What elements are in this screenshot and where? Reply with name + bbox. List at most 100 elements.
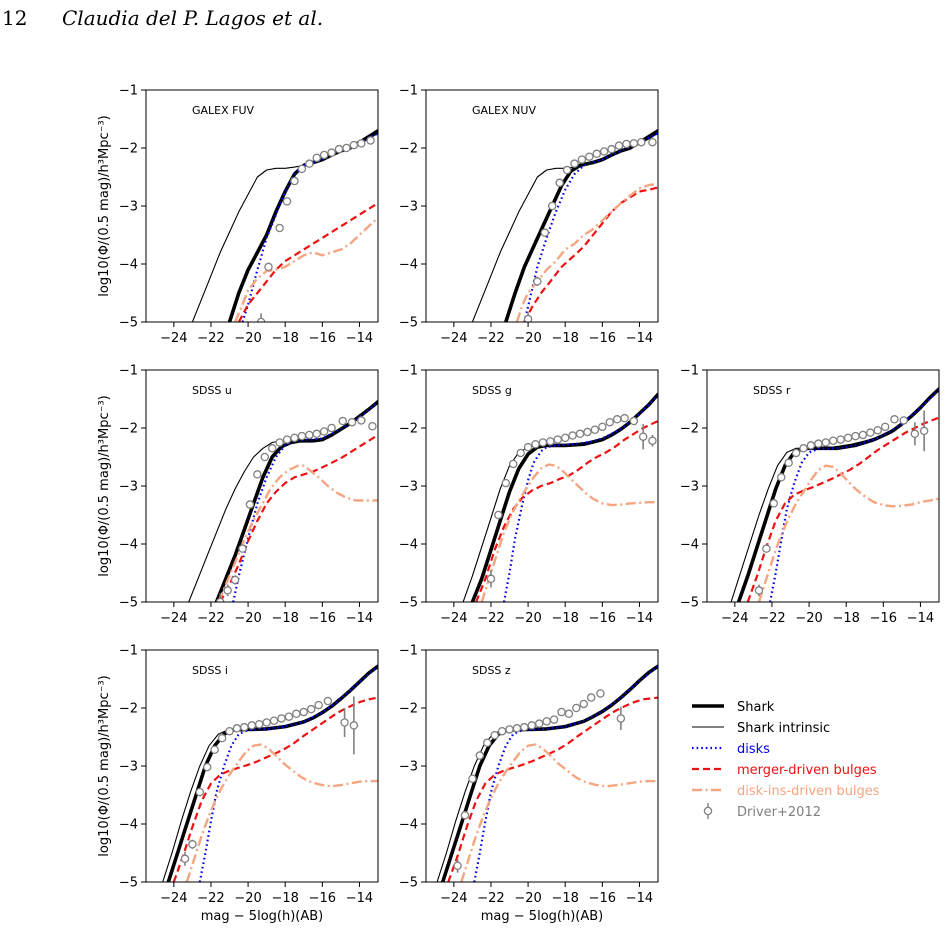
x-tick-label: −18 [551,611,578,626]
data-marker [890,415,899,424]
panel-sdss-i: SDSS i −24 −22 −20 −18 −16 −14 −5 −4 −3 −2 −1 log10(… [97,644,379,924]
data-marker [648,436,657,446]
data-point [516,448,525,458]
data-point [616,706,626,731]
y-tick-label: −5 [119,596,138,611]
data-marker [327,148,336,157]
series-line-merger [523,186,658,322]
series-line-shark [440,664,658,882]
data-marker [592,149,602,159]
data-point [327,148,336,157]
x-tick-label: −14 [346,331,373,346]
data-marker [297,431,307,441]
y-tick-label: −1 [399,84,418,99]
x-tick-label: −24 [440,331,467,346]
panel-title: GALEX FUV [192,104,255,117]
axes-frame [145,89,379,323]
data-marker [629,416,639,426]
data-point [629,139,639,148]
data-point [342,143,351,153]
data-marker [538,438,548,447]
data-point [284,712,294,721]
data-marker [586,693,596,702]
y-tick-label: −4 [680,538,699,553]
series-line-intrinsic [191,128,378,322]
data-point [482,738,492,748]
data-marker [497,726,507,736]
data-point [264,262,273,272]
data-marker [622,139,631,149]
data-marker [340,718,349,727]
x-tick-label: −20 [514,611,541,626]
data-marker [523,442,533,452]
data-marker [899,416,908,425]
data-point [568,431,577,440]
panels-layer: GALEX FUV −24 −22 −20 −18 −16 −14 −5 −4 −3 −2 −1 log… [97,84,940,924]
data-point [494,510,503,520]
x-tick-label: −20 [234,891,261,906]
x-tick-label: −16 [589,891,616,906]
data-point [460,811,470,820]
data-point [605,417,614,427]
y-axis-label: log10(Φ/(0.5 mag)/h³Mpc⁻³) [97,115,112,296]
x-tick-label: −20 [514,331,541,346]
legend-item-intrinsic: Shark intrinsic [692,721,830,736]
data-marker [866,428,875,437]
series-line-intrinsic [188,399,378,602]
data-point [305,159,314,168]
data-point [486,570,496,588]
data-point [562,165,572,175]
data-marker [549,715,559,724]
data-point [349,696,359,755]
data-marker [590,425,600,434]
y-tick-label: −1 [399,364,418,379]
data-marker [762,544,771,553]
data-point [312,429,322,439]
y-tick-label: −3 [119,760,138,775]
data-marker [919,426,929,436]
x-tick-label: −22 [477,611,504,626]
panel-sdss-g: SDSS g −24 −22 −20 −18 −16 −14 −5 −4 −3 −2 −1 [399,364,659,626]
data-point [240,722,249,732]
series-line-merger [219,434,378,602]
data-marker [349,140,359,150]
data-point [297,431,307,441]
data-marker [282,197,292,206]
plot-area [188,399,378,602]
data-marker [648,137,657,147]
legend: Shark Shark intrinsic disks merger-driven b… [692,700,880,820]
legend-swatch-marker [703,806,713,816]
data-marker [858,430,868,440]
data-point [754,584,764,597]
y-tick-label: −2 [119,702,138,717]
data-marker [512,724,522,733]
y-tick-label: −2 [119,142,138,157]
y-tick-label: −2 [399,702,418,717]
x-tick-label: −16 [309,891,336,906]
y-tick-label: −4 [119,818,138,833]
y-tick-label: −5 [399,596,418,611]
data-point [505,725,514,734]
plot-area [730,387,939,602]
data-marker [238,544,247,553]
data-point [776,473,786,482]
data-marker [851,431,860,441]
y-tick-label: −2 [399,142,418,157]
data-marker [277,714,286,723]
data-point [638,423,648,450]
legend-label: disks [737,742,770,757]
x-tick-label: −16 [309,331,336,346]
x-tick-label: −14 [907,611,934,626]
data-marker [475,751,485,760]
data-marker [306,704,316,714]
data-point [512,724,522,733]
panel-title: SDSS u [192,384,232,397]
legend-item-shark: Shark [692,700,775,715]
data-point [527,721,537,730]
series-line-diskins [480,463,658,602]
data-point [538,438,548,447]
data-marker [247,721,257,730]
y-axis-label: log10(Φ/(0.5 mag)/h³Mpc⁻³) [97,395,112,576]
x-tick-label: −22 [477,891,504,906]
data-point [523,442,533,452]
